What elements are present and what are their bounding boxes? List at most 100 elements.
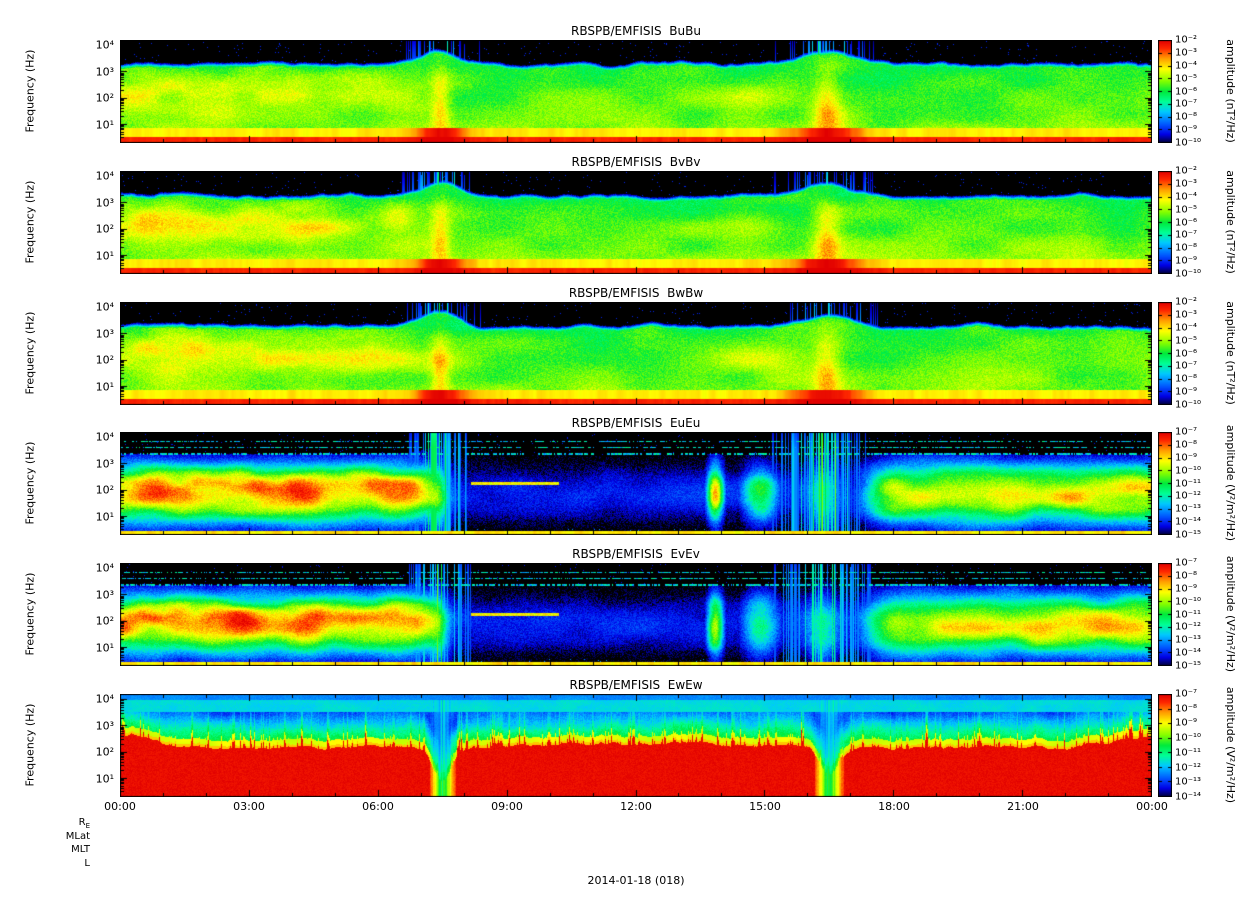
colorbar-tick-label: 10⁻⁷ — [1175, 229, 1198, 241]
colorbar-tick-label: 10⁻¹⁰ — [1175, 732, 1202, 744]
y-tick-label: 10⁴ — [95, 300, 114, 314]
colorbar-tick-label: 10⁻⁷ — [1175, 688, 1198, 700]
spectrogram-heatmap — [120, 302, 1152, 405]
x-tick-label: 21:00 — [1007, 800, 1039, 813]
y-tick-label: 10² — [95, 353, 114, 367]
colorbar-tick-label: 10⁻¹⁵ — [1175, 529, 1202, 541]
y-tick-label: 10² — [95, 91, 114, 105]
colorbar — [1158, 432, 1172, 535]
spectrogram-panel: RBSPB/EMFISIS EvEv Frequency (Hz) 10⁴ 10³… — [0, 547, 1248, 672]
y-tick-labels: 10⁴ 10³ 10² 10¹ — [72, 431, 116, 535]
colorbar — [1158, 40, 1172, 143]
colorbar-tick-label: 10⁻¹⁰ — [1175, 268, 1202, 280]
colorbar-tick-label: 10⁻¹² — [1175, 621, 1202, 633]
colorbar-tick-labels: 10⁻⁷ 10⁻⁸ 10⁻⁹ 10⁻¹⁰ 10⁻¹¹ 10⁻¹² 10⁻¹³ 10⁻¹⁴ — [1175, 689, 1221, 803]
colorbar-tick-label: 10⁻⁸ — [1175, 242, 1198, 254]
orbit-annotation-label: MLat — [65, 830, 90, 842]
colorbar-tick-label: 10⁻⁴ — [1175, 191, 1198, 203]
colorbar-tick-labels: 10⁻² 10⁻³ 10⁻⁴ 10⁻⁵ 10⁻⁶ 10⁻⁷ 10⁻⁸ 10⁻⁹ 10⁻¹⁰ — [1175, 297, 1221, 411]
colorbar-tick-label: 10⁻⁸ — [1175, 570, 1198, 582]
colorbar-tick-labels: 10⁻⁷ 10⁻⁸ 10⁻⁹ 10⁻¹⁰ 10⁻¹¹ 10⁻¹² 10⁻¹³ 10⁻¹⁴ 10⁻… — [1175, 427, 1221, 541]
colorbar-tick-label: 10⁻⁶ — [1175, 217, 1198, 228]
spectrogram-heatmap — [120, 40, 1152, 143]
y-tick-label: 10¹ — [95, 641, 114, 654]
x-tick-label: 18:00 — [878, 800, 910, 813]
y-tick-label: 10³ — [95, 65, 114, 79]
colorbar-tick-label: 10⁻¹² — [1175, 762, 1202, 774]
colorbar-tick-label: 10⁻⁹ — [1175, 255, 1198, 267]
colorbar-tick-label: 10⁻⁵ — [1175, 204, 1198, 216]
colorbar-tick-label: 10⁻¹⁴ — [1175, 647, 1202, 659]
y-axis-label: Frequency (Hz) — [23, 441, 37, 525]
y-tick-labels: 10⁴ 10³ 10² 10¹ — [72, 300, 116, 405]
x-tick-label: 12:00 — [620, 800, 652, 813]
colorbar-tick-label: 10⁻³ — [1175, 47, 1198, 59]
y-tick-label: 10² — [95, 222, 114, 236]
colorbar-tick-label: 10⁻¹³ — [1175, 776, 1202, 788]
y-tick-label: 10¹ — [95, 510, 114, 523]
date-label: 2014-01-18 (018) — [587, 874, 685, 887]
y-axis-label: Frequency (Hz) — [23, 311, 37, 395]
x-tick-label: 15:00 — [749, 800, 781, 813]
panel-title: RBSPB/EMFISIS EwEw — [569, 678, 703, 692]
colorbar-title: amplitude (V²/m²/Hz) — [1224, 424, 1237, 542]
colorbar-tick-label: 10⁻¹¹ — [1175, 478, 1202, 489]
y-tick-label: 10¹ — [95, 772, 114, 785]
colorbar-tick-label: 10⁻⁸ — [1175, 439, 1198, 451]
spectrogram-heatmap — [120, 563, 1152, 666]
colorbar-title: amplitude (V²/m²/Hz) — [1224, 686, 1237, 804]
y-axis-label: Frequency (Hz) — [23, 703, 37, 787]
colorbar — [1158, 171, 1172, 274]
colorbar-tick-label: 10⁻² — [1175, 34, 1198, 46]
orbit-annotation-labels: RE MLat MLT L — [0, 817, 90, 877]
x-tick-label: 00:00 — [1136, 800, 1168, 813]
y-tick-label: 10³ — [95, 588, 114, 602]
y-tick-labels: 10⁴ 10³ 10² 10¹ — [72, 39, 116, 143]
colorbar-tick-label: 10⁻⁴ — [1175, 322, 1198, 334]
colorbar-tick-label: 10⁻⁶ — [1175, 86, 1198, 97]
y-tick-labels: 10⁴ 10³ 10² 10¹ — [72, 562, 116, 666]
y-tick-label: 10³ — [95, 457, 114, 471]
colorbar-tick-label: 10⁻⁷ — [1175, 557, 1198, 569]
panel-title: RBSPB/EMFISIS BwBw — [568, 286, 704, 300]
spectrogram-panel: RBSPB/EMFISIS EwEw Frequency (Hz) 10⁴ 10³… — [0, 678, 1248, 803]
colorbar-tick-label: 10⁻⁶ — [1175, 348, 1198, 359]
y-tick-label: 10⁴ — [95, 692, 114, 706]
x-tick-label: 03:00 — [233, 800, 265, 813]
colorbar-title: amplitude (nT²/Hz) — [1224, 170, 1237, 274]
y-axis-label: Frequency (Hz) — [23, 49, 37, 133]
x-tick-labels: 00:00 03:00 06:00 09:00 12:00 15:00 18:00 21:00… — [0, 800, 1248, 816]
colorbar-title: amplitude (nT²/Hz) — [1224, 39, 1237, 143]
colorbar-tick-label: 10⁻² — [1175, 296, 1198, 308]
colorbar — [1158, 563, 1172, 666]
colorbar-tick-label: 10⁻⁸ — [1175, 703, 1198, 715]
colorbar — [1158, 694, 1172, 797]
y-tick-labels: 10⁴ 10³ 10² 10¹ — [72, 692, 116, 797]
y-axis-label: Frequency (Hz) — [23, 180, 37, 264]
colorbar-tick-label: 10⁻¹⁰ — [1175, 399, 1202, 411]
panel-title: RBSPB/EMFISIS EuEu — [571, 416, 701, 430]
y-tick-label: 10³ — [95, 196, 114, 210]
panel-title: RBSPB/EMFISIS BuBu — [571, 24, 701, 38]
colorbar-tick-label: 10⁻⁷ — [1175, 426, 1198, 438]
panel-title: RBSPB/EMFISIS BvBv — [571, 155, 701, 169]
colorbar-tick-label: 10⁻¹⁰ — [1175, 596, 1202, 608]
colorbar-tick-label: 10⁻⁸ — [1175, 373, 1198, 385]
spectrogram-panel: RBSPB/EMFISIS BuBu Frequency (Hz) 10⁴ 10³… — [0, 24, 1248, 149]
colorbar-tick-label: 10⁻¹² — [1175, 490, 1202, 502]
orbit-annotation-label: MLT — [71, 844, 90, 855]
colorbar-tick-label: 10⁻⁸ — [1175, 111, 1198, 123]
y-tick-label: 10¹ — [95, 380, 114, 393]
colorbar-tick-label: 10⁻¹³ — [1175, 503, 1202, 515]
colorbar-tick-labels: 10⁻² 10⁻³ 10⁻⁴ 10⁻⁵ 10⁻⁶ 10⁻⁷ 10⁻⁸ 10⁻⁹ 10⁻¹⁰ — [1175, 166, 1221, 280]
colorbar-title: amplitude (nT²/Hz) — [1224, 301, 1237, 405]
colorbar-tick-label: 10⁻¹³ — [1175, 634, 1202, 646]
colorbar-tick-label: 10⁻⁹ — [1175, 452, 1198, 464]
y-tick-label: 10¹ — [95, 118, 114, 131]
colorbar-tick-label: 10⁻⁵ — [1175, 335, 1198, 347]
colorbar — [1158, 302, 1172, 405]
colorbar-tick-label: 10⁻¹⁰ — [1175, 465, 1202, 477]
colorbar-tick-label: 10⁻⁵ — [1175, 73, 1198, 85]
colorbar-title: amplitude (V²/m²/Hz) — [1224, 555, 1237, 673]
